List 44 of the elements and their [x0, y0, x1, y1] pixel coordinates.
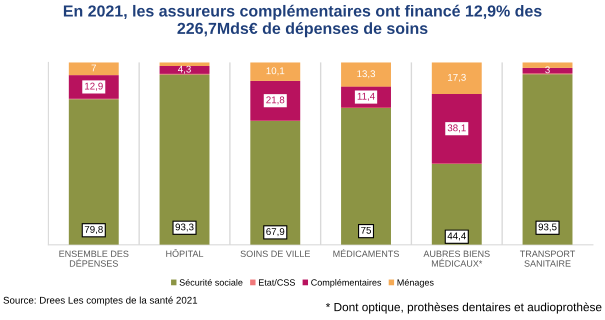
bar	[432, 164, 482, 245]
data-label: 13,3	[357, 70, 376, 78]
data-label: 17,3	[448, 74, 466, 82]
x-tick-label: TRANSPORT SANITAIRE	[520, 250, 576, 267]
chart-title: En 2021, les assureurs complémentaires ont financé 12,9% des 226,7Mds€ de dépenses de soins	[64, 4, 542, 38]
data-label: 10,1	[266, 67, 284, 76]
bar	[68, 99, 119, 245]
bar	[250, 62, 300, 81]
bar	[160, 74, 210, 245]
text: * Dont optique, prothèses dentaires et audioprothèse	[326, 302, 602, 314]
bar	[522, 74, 572, 245]
bar	[341, 108, 391, 245]
x-tick-label: MÉDICAMENTS	[333, 249, 399, 257]
x-tick-label: HÔPITAL	[166, 249, 204, 257]
legend-label: Sécurité sociale	[180, 278, 243, 286]
data-label: 79,8	[84, 226, 103, 234]
bar	[160, 66, 210, 74]
x-tick-label: ENSEMBLE DES DÉPENSES	[59, 250, 128, 267]
bar	[432, 62, 482, 94]
data-label: 93,3	[176, 224, 194, 232]
legend-label: Ménages	[398, 278, 434, 288]
data-label: 3	[545, 66, 550, 74]
bar	[160, 62, 210, 66]
data-label: 93,5	[538, 223, 557, 232]
data-label: 7	[92, 64, 96, 72]
legend-label: Complémentaires	[311, 278, 382, 288]
bar	[68, 62, 119, 76]
data-label: 12,9	[85, 82, 103, 91]
x-tick-label: AUBRES BIENS MÉDICAUX*	[423, 250, 490, 267]
bar	[432, 94, 482, 164]
bar	[250, 120, 300, 245]
bar	[341, 62, 391, 87]
source-note: Source: Drees Les comptes de la santé 2021	[3, 296, 198, 306]
data-label: 11,4	[358, 92, 375, 101]
x-tick-label: SOINS DE VILLE	[240, 250, 310, 257]
legend-label: Etat/CSS	[258, 279, 295, 286]
data-label: 38,1	[448, 124, 466, 132]
data-label: 75	[361, 226, 372, 234]
data-label: 4,3	[178, 66, 191, 74]
data-label: 44,4	[448, 232, 466, 240]
data-label: 67,9	[266, 228, 284, 236]
bar	[522, 68, 572, 74]
bar	[522, 62, 572, 68]
data-label: 21,8	[266, 96, 284, 104]
